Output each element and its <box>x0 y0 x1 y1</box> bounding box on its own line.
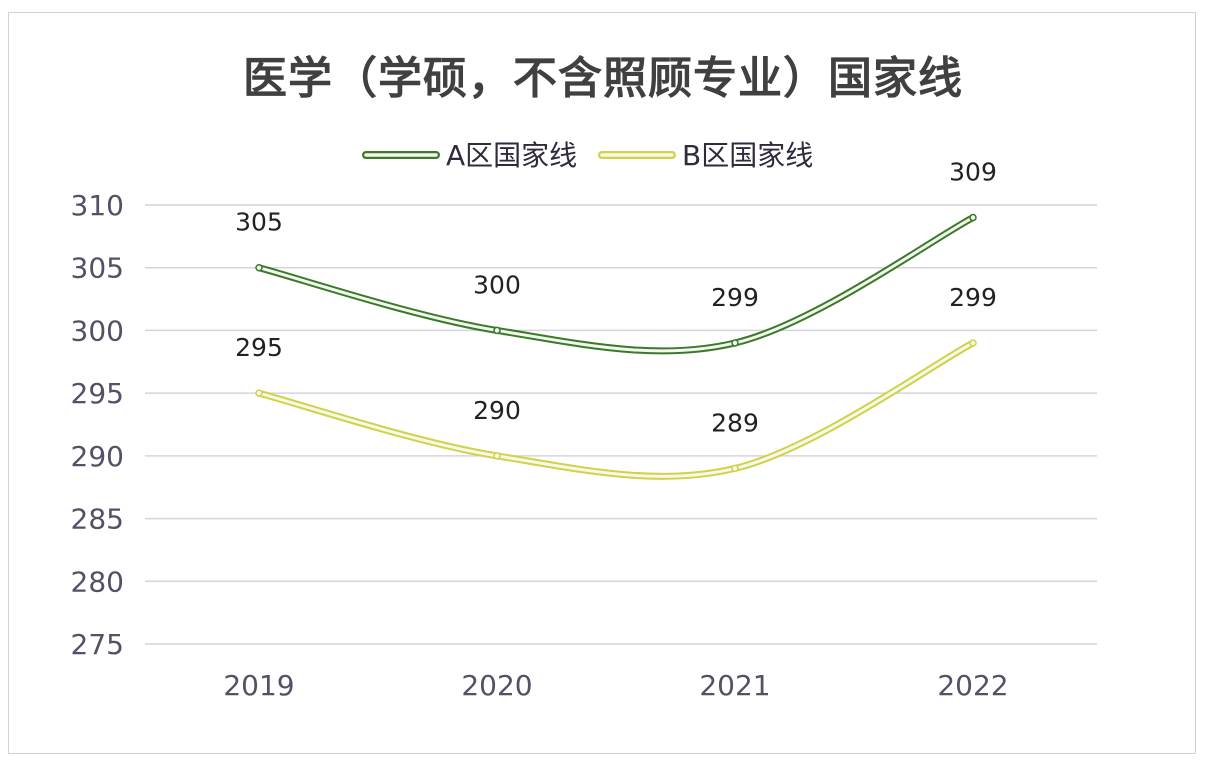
data-point <box>255 389 263 397</box>
y-tick-label: 275 <box>71 628 124 661</box>
x-tick-label: 2021 <box>699 669 770 702</box>
y-tick-label: 280 <box>71 565 124 598</box>
x-tick-label: 2020 <box>461 669 532 702</box>
data-point <box>493 452 501 460</box>
chart-title: 医学（学硕，不含照顾专业）国家线 <box>243 53 963 104</box>
data-point <box>731 339 739 347</box>
data-label: 295 <box>235 333 283 362</box>
series-line-inner-2 <box>257 341 975 478</box>
data-label: 290 <box>473 396 521 425</box>
legend-label: B区国家线 <box>682 139 813 172</box>
y-tick-label: 310 <box>71 189 124 222</box>
y-tick-label: 295 <box>71 377 124 410</box>
legend-label: A区国家线 <box>446 139 577 172</box>
data-point <box>969 213 977 222</box>
y-tick-label: 290 <box>71 440 124 473</box>
data-label: 309 <box>949 158 997 187</box>
y-tick-label: 305 <box>71 252 124 285</box>
x-tick-label: 2019 <box>223 669 294 702</box>
data-label: 299 <box>949 283 997 312</box>
data-label: 289 <box>711 408 759 437</box>
x-tick-label: 2022 <box>937 669 1008 702</box>
data-point <box>969 339 977 347</box>
data-point <box>731 464 739 473</box>
data-point <box>493 326 501 335</box>
y-tick-label: 285 <box>71 503 124 536</box>
data-label: 299 <box>711 283 759 312</box>
series-line-inner-1 <box>257 216 975 353</box>
data-label: 300 <box>473 270 521 299</box>
y-tick-label: 300 <box>71 314 124 347</box>
chart-frame <box>8 12 1196 754</box>
data-point <box>255 263 263 272</box>
data-label: 305 <box>235 208 283 237</box>
